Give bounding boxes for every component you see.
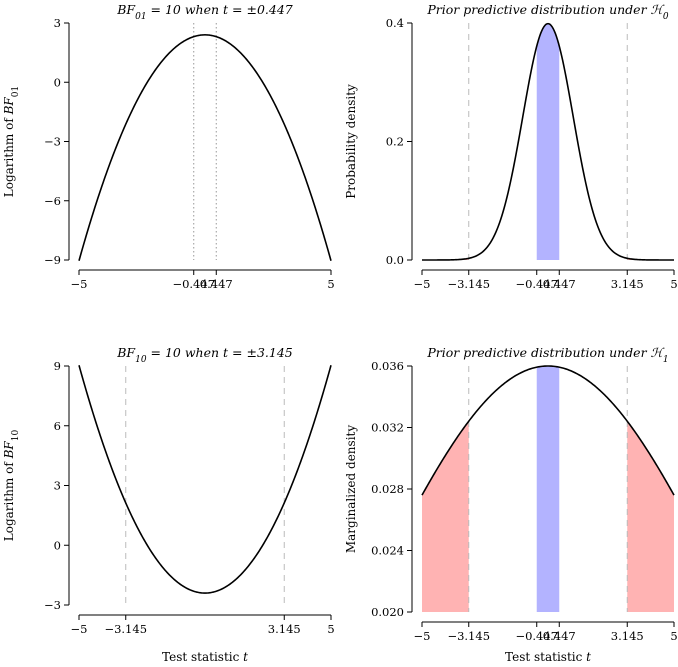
panel-title: BF01 = 10 when t = ±0.447 <box>116 2 293 22</box>
x-tick-label: −5 <box>414 629 431 643</box>
series-line <box>422 22 674 261</box>
x-tick-label: −3.145 <box>104 622 147 636</box>
x-tick-label: 5 <box>327 622 334 636</box>
x-axis-label: Test statistic t <box>162 650 248 664</box>
chart-panel-3: −5 −3.145 3.145 5 −3 0 3 6 9 BF10 = 10 when t = ±… <box>2 345 335 664</box>
panel-title: Prior predictive distribution under ℋ0 <box>426 2 669 22</box>
x-tick-label: 3.145 <box>611 277 644 291</box>
x-tick-label: 5 <box>327 277 334 291</box>
y-tick-label: 0.024 <box>371 544 404 558</box>
y-tick-label: −9 <box>44 253 61 267</box>
x-tick-label: 0.447 <box>543 277 576 291</box>
y-tick-label: 0.032 <box>371 421 404 435</box>
panel-title: Prior predictive distribution under ℋ1 <box>426 345 668 365</box>
series-line <box>78 34 332 261</box>
x-tick-label: −5 <box>71 277 88 291</box>
y-tick-label: 0.020 <box>371 605 404 619</box>
y-tick-label: 9 <box>54 359 61 373</box>
panel-title: BF10 = 10 when t = ±3.145 <box>116 345 293 365</box>
shaded-region <box>536 23 560 260</box>
y-axis-label: Logarithm of BF01 <box>2 86 21 197</box>
series-line <box>78 365 332 594</box>
x-tick-label: 0.447 <box>200 277 233 291</box>
x-tick-label: −3.145 <box>447 277 490 291</box>
shaded-region <box>422 421 469 612</box>
x-tick-label: 5 <box>670 277 677 291</box>
x-axis-label: Test statistic t <box>505 650 591 664</box>
y-tick-label: 0.2 <box>386 135 404 149</box>
y-tick-label: 0.036 <box>371 359 404 373</box>
y-tick-label: 3 <box>54 16 61 30</box>
x-tick-label: −0.447 <box>515 629 558 643</box>
x-tick-label: 0.447 <box>543 629 576 643</box>
y-axis-label: Probability density <box>344 84 358 199</box>
y-tick-label: −6 <box>44 194 61 208</box>
x-tick-label: 3.145 <box>611 629 644 643</box>
y-tick-label: 0 <box>54 538 61 552</box>
y-tick-label: 3 <box>54 479 61 493</box>
y-tick-label: 0.4 <box>386 16 404 30</box>
x-tick-label: −5 <box>414 277 431 291</box>
x-tick-label: 3.145 <box>268 622 301 636</box>
y-axis-label: Logarithm of BF10 <box>2 430 21 542</box>
y-tick-label: 0.028 <box>371 482 404 496</box>
x-tick-label: 5 <box>670 629 677 643</box>
shaded-region <box>627 421 674 612</box>
y-tick-label: −3 <box>44 598 61 612</box>
y-tick-label: 0.0 <box>386 253 404 267</box>
y-tick-label: 6 <box>54 419 61 433</box>
series-line <box>421 365 675 496</box>
y-tick-label: −3 <box>44 135 61 149</box>
x-tick-label: −0.447 <box>515 277 558 291</box>
y-axis-label: Marginalized density <box>344 425 358 554</box>
shaded-region <box>536 366 560 612</box>
y-tick-label: 0 <box>54 75 61 89</box>
x-tick-label: −3.145 <box>447 629 490 643</box>
x-tick-label: −5 <box>71 622 88 636</box>
x-tick-label: −0.447 <box>172 277 215 291</box>
